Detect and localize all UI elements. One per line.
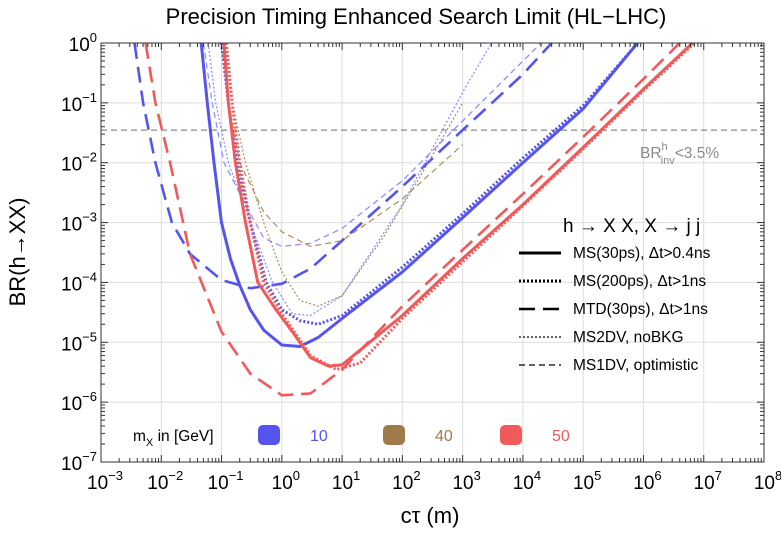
legend: h → X X, X → j j MS(30ps), Δt>0.4ns MS(200… bbox=[519, 216, 711, 374]
br-inv-label: BRh inv<3.5% bbox=[640, 141, 719, 167]
x-tick-label: 101 bbox=[332, 468, 360, 494]
x-tick-label: 100 bbox=[272, 468, 300, 494]
axis-tick-labels: 10−3 10−2 10−1 100 101 102 103 104 105 106 107 108 1… bbox=[61, 30, 781, 494]
x-tick-label: 103 bbox=[452, 468, 480, 494]
axis-ticks bbox=[100, 42, 765, 463]
chart-title: Precision Timing Enhanced Search Limit (… bbox=[166, 4, 667, 29]
x-tick-label: 108 bbox=[754, 468, 781, 494]
series-group bbox=[133, 43, 696, 397]
mass-value-label: 10 bbox=[310, 428, 328, 445]
x-tick-label: 102 bbox=[392, 468, 420, 494]
legend-label: MS2DV, noBKG bbox=[573, 329, 684, 346]
legend-label: MS1DV, optimistic bbox=[573, 357, 698, 374]
series-line-solid-m10 bbox=[199, 43, 639, 348]
mass-swatch-50 bbox=[500, 425, 522, 445]
series-line-dotted-thick-m50 bbox=[224, 43, 696, 372]
series-line-dashed-thick-m10 bbox=[133, 43, 553, 290]
mass-swatch-10 bbox=[258, 425, 280, 445]
legend-label: MS(30ps), Δt>0.4ns bbox=[573, 245, 711, 262]
y-tick-label: 100 bbox=[69, 30, 97, 56]
legend-label: MS(200ps), Δt>1ns bbox=[573, 273, 706, 290]
series-line-dashed-thick-m50 bbox=[144, 43, 681, 397]
mass-value-label: 40 bbox=[435, 428, 453, 445]
series-line-dashed-thin-m10 bbox=[202, 43, 542, 247]
x-tick-label: 105 bbox=[573, 468, 601, 494]
x-tick-label: 106 bbox=[633, 468, 661, 494]
x-tick-label: 10−3 bbox=[87, 468, 123, 494]
y-tick-label: 10−7 bbox=[61, 449, 97, 475]
y-axis-label: BR(h→XX) bbox=[5, 198, 30, 307]
y-tick-label: 10−4 bbox=[61, 269, 97, 295]
y-tick-label: 10−3 bbox=[61, 210, 97, 236]
series-line-dotted-thin-m10 bbox=[207, 43, 492, 317]
x-tick-label: 104 bbox=[513, 468, 541, 494]
x-tick-label: 10−2 bbox=[147, 468, 183, 494]
series-line-dotted-thick-m10 bbox=[220, 43, 639, 326]
mass-legend-label: mX in [GeV] bbox=[133, 428, 214, 449]
legend-heading: h → X X, X → j j bbox=[563, 216, 700, 237]
mass-legend: mX in [GeV] 10 40 50 bbox=[133, 425, 570, 449]
mass-swatch-40 bbox=[383, 425, 405, 445]
series-line-dotted-thin-m40 bbox=[225, 43, 464, 307]
x-tick-label: 107 bbox=[694, 468, 722, 494]
plot-frame bbox=[100, 42, 765, 463]
legend-label: MTD(30ps), Δt>1ns bbox=[573, 301, 708, 318]
reference-line-label: BRh inv<3.5% bbox=[640, 141, 719, 167]
y-tick-label: 10−5 bbox=[61, 329, 97, 355]
x-axis-label: cτ (m) bbox=[401, 503, 460, 528]
x-tick-label: 10−1 bbox=[208, 468, 244, 494]
y-tick-label: 10−1 bbox=[61, 90, 97, 116]
y-tick-label: 10−6 bbox=[61, 389, 97, 415]
y-tick-label: 10−2 bbox=[61, 150, 97, 176]
mass-value-label: 50 bbox=[552, 428, 570, 445]
